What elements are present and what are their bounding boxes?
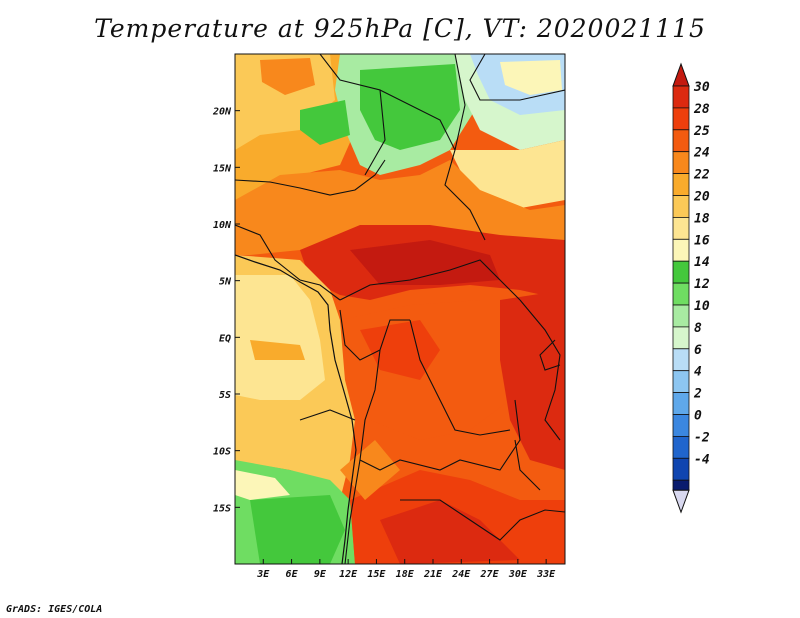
colorbar-top-arrow	[672, 62, 690, 87]
lat-tick-label: EQ	[219, 333, 231, 344]
lon-tick-label: 12E	[339, 569, 358, 580]
lat-tick-label: 5S	[219, 390, 231, 401]
lon-tick-label: 21E	[423, 569, 443, 580]
lat-tick-label: 15S	[213, 503, 231, 514]
lon-tick-label: 18E	[396, 569, 415, 580]
colorbar-segment	[672, 129, 690, 153]
colorbar-segment	[672, 195, 690, 218]
colorbar-label: -4	[694, 452, 710, 467]
colorbar-segment	[672, 173, 690, 196]
colorbar-segment	[672, 370, 690, 394]
lon-tick-label: 27E	[480, 569, 500, 580]
colorbar-segment	[672, 282, 690, 306]
longitude-axis: 3E 6E 9E 12E 15E 18E 21E 24E 27E 30E 33E	[256, 559, 556, 580]
colorbar-label: 30	[693, 80, 710, 95]
coastline	[235, 254, 357, 564]
lon-tick-label: 6E	[286, 569, 299, 580]
colorbar-label: 14	[694, 255, 710, 270]
grads-credit: GrADS: IGES/COLA	[6, 604, 103, 615]
colorbar-label: 10	[694, 299, 710, 314]
colorbar-label: 8	[694, 321, 702, 336]
colorbar-segment	[672, 348, 690, 372]
colorbar-segment	[672, 326, 690, 350]
colorbar-segment	[672, 457, 690, 481]
colorbar-label: 18	[694, 211, 710, 226]
colorbar-label: 12	[694, 277, 710, 292]
lon-tick-label: 9E	[314, 569, 327, 580]
colorbar-segment	[672, 107, 690, 131]
lat-tick-label: 20N	[212, 107, 232, 118]
lon-tick-label: 3E	[256, 569, 270, 580]
colorbar-segment	[672, 304, 690, 328]
map-frame	[234, 53, 566, 565]
lat-tick-label: 10N	[213, 220, 232, 231]
colorbar-label: 16	[694, 233, 710, 248]
colorbar-label: -2	[694, 430, 710, 445]
colorbar-label: 28	[693, 102, 710, 117]
country-borders	[235, 54, 565, 564]
lon-tick-label: 30E	[508, 569, 528, 580]
colorbar-segment	[672, 414, 690, 437]
colorbar-segment	[672, 260, 690, 284]
colorbar-label: 22	[693, 168, 710, 183]
map-title: Temperature at 925hPa [C], VT: 202002111…	[94, 14, 706, 43]
colorbar-label: 24	[693, 146, 710, 161]
latitude-axis: 20N 15N 10N 5N EQ 5S 10S 15S	[212, 107, 240, 514]
colorbar-label: 20	[693, 190, 710, 205]
lat-tick-label: 5N	[219, 277, 232, 288]
colorbar-label: 0	[694, 409, 702, 424]
colorbar-segment	[672, 151, 690, 174]
colorbar-segment	[672, 216, 690, 240]
temperature-field	[235, 54, 565, 564]
lat-tick-label: 15N	[213, 163, 232, 174]
lat-tick-label: 10S	[213, 447, 231, 458]
colorbar-segment	[672, 435, 690, 459]
colorbar-segment	[672, 479, 690, 491]
colorbar-segment	[672, 392, 690, 415]
colorbar-segment	[672, 85, 690, 109]
lon-tick-label: 24E	[451, 569, 471, 580]
colorbar-label: 4	[694, 365, 702, 380]
lon-tick-label: 33E	[536, 569, 556, 580]
colorbar-bottom-arrow	[672, 489, 690, 514]
colorbar-label: 2	[693, 387, 702, 402]
colorbar-segment	[672, 238, 690, 262]
lon-tick-label: 15E	[367, 569, 386, 580]
colorbar-label: 25	[693, 124, 710, 139]
colorbar-label: 6	[694, 343, 702, 358]
